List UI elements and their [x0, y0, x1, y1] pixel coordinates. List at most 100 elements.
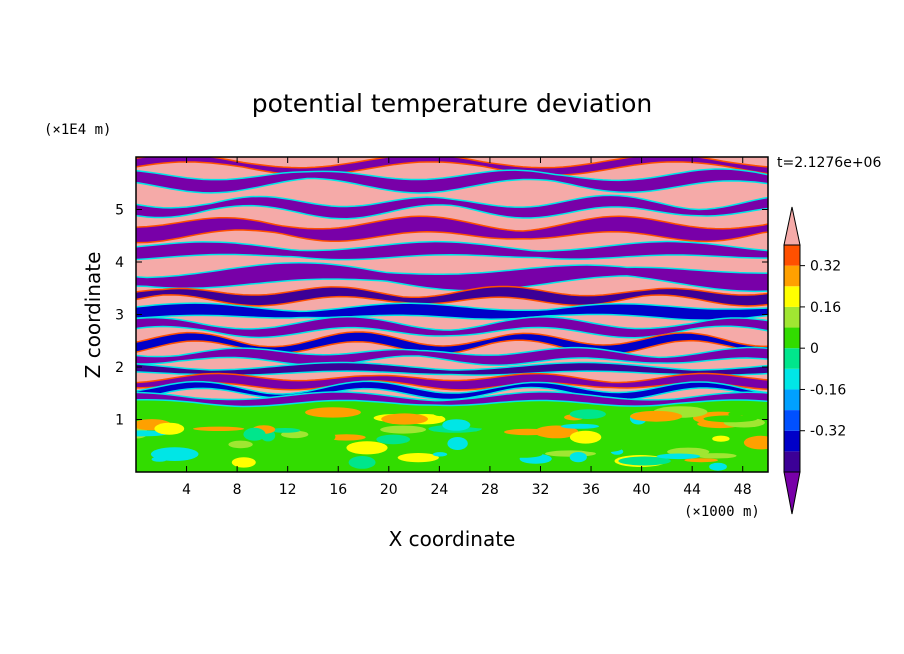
boundary-cell: [504, 428, 552, 436]
boundary-cell: [432, 407, 448, 417]
boundary-cell: [534, 425, 579, 439]
colorbar-segment: [784, 286, 800, 307]
y-tick-label: 1: [115, 413, 124, 429]
colorbar-tick-label: -0.16: [810, 382, 846, 398]
boundary-cell: [348, 456, 376, 469]
cold-band: [136, 196, 768, 218]
cold-band: [136, 363, 768, 375]
boundary-cell: [305, 407, 361, 418]
colorbar-segment: [784, 410, 800, 431]
boundary-cell: [656, 453, 701, 460]
cold-band: [136, 303, 768, 320]
x-tick-label: 4: [182, 482, 191, 498]
boundary-cell: [684, 458, 718, 463]
x-unit-label: (×1000 m): [684, 504, 760, 520]
boundary-cell: [569, 430, 602, 444]
colorbar-tick-label: 0: [810, 341, 819, 357]
cold-band: [136, 392, 768, 406]
colorbar-segment: [784, 348, 800, 369]
x-tick-label: 28: [481, 482, 499, 498]
x-tick-label: 8: [233, 482, 242, 498]
boundary-cell: [346, 441, 388, 455]
y-tick-label: 4: [115, 255, 124, 271]
x-axis: 4 8 12 16 20 24 28 32 36 40 44 48: [182, 157, 752, 498]
boundary-cell: [709, 462, 727, 471]
colorbar-segment: [784, 265, 800, 287]
boundary-cell: [376, 434, 411, 445]
boundary-cell: [193, 426, 245, 431]
colorbar-arrow-low: [783, 471, 801, 515]
temperature-field: [136, 157, 768, 472]
colorbar: 0.32 0.16 0 -0.16 -0.32: [783, 206, 846, 515]
boundary-layer-cells: [136, 406, 768, 471]
x-tick-label: 40: [633, 482, 651, 498]
boundary-cell: [560, 423, 600, 429]
boundary-cell: [324, 426, 375, 432]
x-tick-label: 48: [734, 482, 752, 498]
cold-band: [136, 263, 768, 291]
colorbar-segment: [784, 451, 800, 472]
cold-band: [136, 348, 768, 365]
boundary-cell: [626, 431, 672, 437]
boundary-cell: [136, 438, 174, 444]
boundary-cell: [381, 413, 428, 425]
boundary-cell: [504, 451, 543, 458]
time-label: t=2.1276e+06: [777, 155, 881, 171]
colorbar-segment: [784, 430, 800, 452]
colorbar-segment: [784, 245, 800, 266]
x-tick-label: 16: [329, 482, 347, 498]
boundary-cell: [432, 452, 448, 457]
cold-band: [136, 217, 768, 242]
cold-band: [136, 287, 768, 306]
boundary-cell: [532, 409, 545, 423]
colorbar-segment: [784, 389, 800, 411]
boundary-cell: [269, 428, 301, 433]
x-tick-label: 12: [279, 482, 297, 498]
cold-band: [136, 242, 768, 259]
boundary-cell: [461, 419, 516, 429]
boundary-cell: [397, 453, 439, 463]
boundary-cell: [447, 437, 468, 450]
boundary-cell: [136, 463, 154, 469]
boundary-cell: [314, 431, 336, 443]
boundary-cell: [326, 434, 366, 441]
boundary-cell: [231, 457, 256, 468]
y-tick-label: 2: [115, 360, 124, 376]
boundary-cell: [703, 415, 758, 423]
y-tick-label: 5: [115, 203, 124, 219]
x-tick-label: 36: [582, 482, 600, 498]
boundary-cell: [569, 409, 606, 419]
cold-band: [136, 317, 768, 337]
x-tick-label: 24: [430, 482, 448, 498]
boundary-cell: [728, 411, 743, 417]
boundary-cell: [154, 422, 185, 435]
boundary-cell: [578, 444, 623, 453]
colorbar-segment: [784, 306, 800, 328]
x-tick-label: 44: [683, 482, 701, 498]
colorbar-segment: [784, 368, 800, 390]
boundary-cell: [569, 452, 587, 463]
x-tick-label: 20: [380, 482, 398, 498]
boundary-cell: [228, 440, 253, 449]
colorbar-tick-label: 0.16: [810, 300, 841, 316]
x-tick-label: 32: [532, 482, 550, 498]
boundary-cell: [712, 435, 730, 442]
boundary-cell: [743, 435, 768, 450]
boundary-cell: [385, 451, 401, 466]
colorbar-frame: [783, 244, 801, 473]
cold-band: [136, 374, 768, 390]
boundary-cell: [150, 447, 199, 461]
chart-title: potential temperature deviation: [252, 89, 652, 118]
boundary-cell: [630, 410, 683, 422]
cold-band: [136, 332, 768, 355]
boundary-cell: [243, 427, 266, 441]
y-axis: 1 2 3 4 5: [115, 203, 768, 429]
y-unit-label: (×1E4 m): [44, 122, 111, 138]
boundary-cell: [618, 456, 671, 466]
cold-band: [136, 169, 768, 193]
colorbar-tick-label: 0.32: [810, 259, 841, 275]
y-axis-label: Z coordinate: [81, 252, 105, 379]
cold-band: [136, 157, 768, 175]
colorbar-segment: [784, 327, 800, 349]
